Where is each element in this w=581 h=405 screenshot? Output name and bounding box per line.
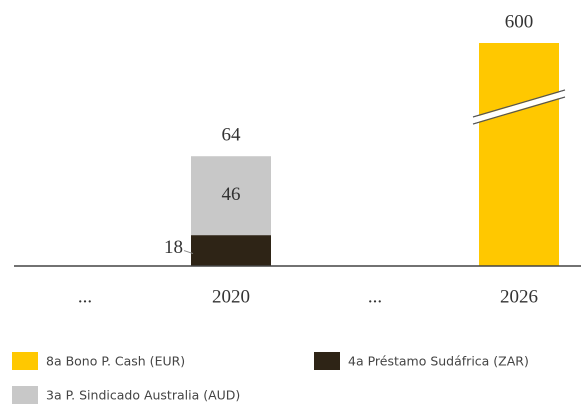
x-tick-label: 2026 [500, 286, 538, 307]
total-label: 600 [505, 11, 534, 32]
axis-break [472, 96, 566, 125]
legend-label: 4a Préstamo Sudáfrica (ZAR) [348, 354, 529, 369]
value-label: 18 [164, 237, 183, 258]
total-label: 64 [222, 125, 242, 146]
value-label: 46 [222, 184, 241, 205]
bar-segment [191, 156, 271, 236]
legend-swatch [12, 386, 38, 404]
x-tick-label: ... [78, 286, 92, 307]
x-tick-label: 2020 [212, 286, 250, 307]
leader-line [183, 250, 194, 255]
legend-swatch [12, 352, 38, 370]
bar-segment [191, 235, 271, 266]
legend-swatch [314, 352, 340, 370]
legend-label: 3a P. Sindicado Australia (AUD) [46, 388, 240, 403]
axis-break [472, 89, 566, 118]
axis-break-gap [473, 90, 565, 124]
bar-segment [479, 43, 559, 266]
legend-label: 8a Bono P. Cash (EUR) [46, 354, 185, 369]
x-tick-label: ... [368, 286, 382, 307]
